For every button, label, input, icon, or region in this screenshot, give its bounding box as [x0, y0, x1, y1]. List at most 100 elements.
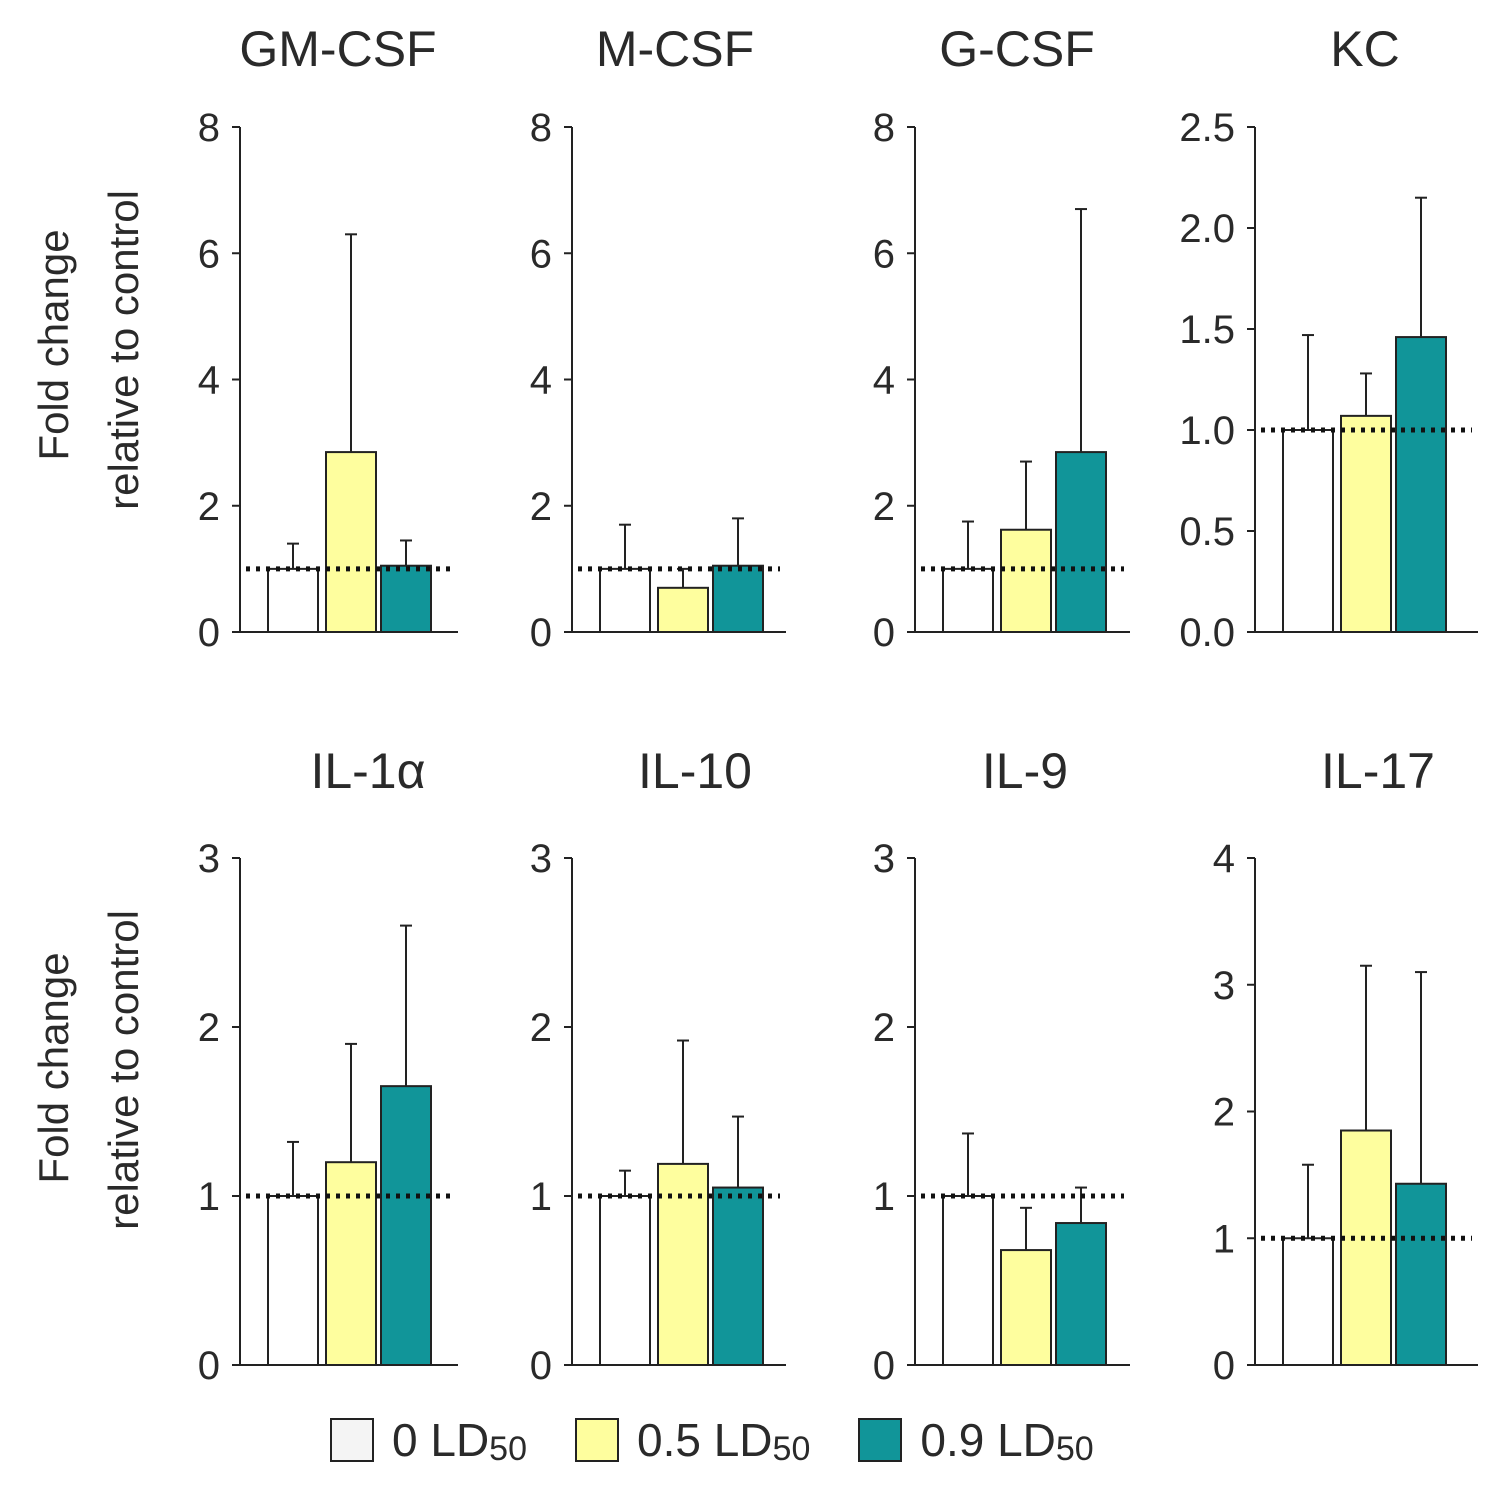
panel-kc: KC 0.0 0.5 1.0 1.5 2.0 2.5: [1179, 21, 1478, 655]
bar-il-10-0.9-ld50: [712, 1186, 764, 1367]
bar-il-17-0.9-ld50: [1395, 1182, 1447, 1367]
bar-kc-0.9-ld50: [1395, 336, 1447, 633]
y-tick-label: 2: [873, 1006, 895, 1050]
y-tick-label: 1: [198, 1175, 220, 1219]
y-axis-label-bottom-line1: Fold change: [30, 952, 77, 1183]
legend-label-0-ld50-sub: 50: [489, 1430, 527, 1468]
y-tick-label: 2: [873, 485, 895, 529]
legend: 0 LD50 0.5 LD50 0.9 LD50: [330, 1405, 1142, 1475]
bar-g-csf-0.5-ld50: [1000, 528, 1052, 633]
y-tick-label: 2: [530, 485, 552, 529]
legend-swatch-0.9-ld50: [858, 1418, 903, 1462]
y-tick-label: 1: [873, 1175, 895, 1219]
panel-title-g-csf: G-CSF: [939, 21, 1095, 77]
y-tick-label: 2.0: [1179, 207, 1235, 251]
panel-m-csf: M-CSF 0 2 4 6 8: [530, 21, 786, 655]
y-tick-label: 4: [873, 359, 895, 403]
y-tick-label: 0: [198, 1344, 220, 1388]
legend-label-0.9-ld50-main: 0.9 LD: [920, 1414, 1056, 1466]
panel-g-csf: G-CSF 0 2 4 6 8: [873, 21, 1130, 655]
panel-title-il-9: IL-9: [982, 743, 1068, 799]
y-tick-label: 2: [198, 1006, 220, 1050]
bar-il-9-0-ld50: [942, 1195, 994, 1366]
y-tick-label: 0: [873, 611, 895, 655]
y-tick-label: 2.5: [1179, 106, 1235, 150]
y-tick-label: 3: [1213, 964, 1235, 1008]
panel-title-kc: KC: [1330, 21, 1399, 77]
bar-m-csf-0.9-ld50: [712, 564, 764, 633]
bar-gm-csf-0.5-ld50: [325, 451, 377, 633]
y-tick-label: 6: [198, 232, 220, 276]
legend-swatch-0-ld50: [330, 1418, 374, 1462]
legend-label-0.5-ld50: 0.5 LD50: [637, 1413, 811, 1468]
legend-label-0-ld50-main: 0 LD: [392, 1414, 490, 1466]
panel-title-il-10: IL-10: [638, 743, 752, 799]
y-tick-label: 0: [1213, 1344, 1235, 1388]
bar-kc-0-ld50: [1282, 429, 1334, 633]
bar-il-1α-0-ld50: [267, 1195, 319, 1366]
chart-panels: GM-CSF 0 2 4 6 8 M-CSF 0 2 4 6 8 G-CSF 0 2 4 6 8 KC 0.0 0.5 1…: [198, 21, 1478, 1388]
y-tick-label: 1: [530, 1175, 552, 1219]
y-tick-label: 3: [873, 837, 895, 881]
y-tick-label: 4: [1213, 837, 1235, 881]
y-tick-label: 1.5: [1179, 308, 1235, 352]
y-tick-label: 1: [1213, 1217, 1235, 1261]
y-tick-label: 0: [873, 1344, 895, 1388]
legend-label-0.9-ld50: 0.9 LD50: [920, 1413, 1094, 1468]
y-tick-label: 8: [873, 106, 895, 150]
legend-item-0.9-ld50: 0.9 LD50: [858, 1413, 1094, 1468]
y-tick-label: 6: [530, 232, 552, 276]
panel-title-il-17: IL-17: [1321, 743, 1435, 799]
legend-item-0-ld50: 0 LD50: [330, 1413, 527, 1468]
y-tick-label: 3: [198, 837, 220, 881]
bar-kc-0.5-ld50: [1340, 414, 1392, 633]
panel-il-10: IL-10 0 1 2 3: [530, 743, 786, 1388]
legend-label-0.5-ld50-sub: 50: [772, 1430, 811, 1468]
legend-item-0.5-ld50: 0.5 LD50: [575, 1413, 811, 1468]
cytokine-bar-chart: Fold change relative to control Fold cha…: [30, 21, 1478, 1388]
legend-label-0.5-ld50-main: 0.5 LD: [637, 1414, 773, 1466]
y-tick-label: 0.0: [1179, 611, 1235, 655]
legend-label-0-ld50: 0 LD50: [392, 1413, 527, 1468]
y-tick-label: 2: [198, 485, 220, 529]
y-tick-label: 2: [530, 1006, 552, 1050]
panel-title-gm-csf: GM-CSF: [239, 21, 436, 77]
legend-swatch-0.5-ld50: [575, 1418, 619, 1462]
y-axis-label-top: Fold change relative to control: [30, 190, 147, 510]
y-tick-label: 8: [198, 106, 220, 150]
bar-il-17-0-ld50: [1282, 1237, 1334, 1366]
y-axis-label-top-line1: Fold change: [30, 229, 77, 460]
y-tick-label: 3: [530, 837, 552, 881]
y-axis-label-bottom: Fold change relative to control: [30, 910, 147, 1230]
panel-il-9: IL-9 0 1 2 3: [873, 743, 1130, 1388]
panel-il-1α: IL-1α 0 1 2 3: [198, 743, 458, 1388]
bar-il-17-0.5-ld50: [1340, 1129, 1392, 1366]
bar-gm-csf-0-ld50: [267, 567, 319, 633]
y-tick-label: 0.5: [1179, 510, 1235, 554]
y-tick-label: 0: [530, 611, 552, 655]
y-tick-label: 4: [198, 359, 220, 403]
bar-m-csf-0-ld50: [599, 567, 651, 633]
y-tick-label: 4: [530, 359, 552, 403]
bar-il-9-0.9-ld50: [1055, 1222, 1107, 1367]
bar-gm-csf-0.9-ld50: [380, 564, 432, 633]
y-tick-label: 0: [198, 611, 220, 655]
bar-m-csf-0.5-ld50: [657, 586, 709, 633]
panel-title-m-csf: M-CSF: [596, 21, 754, 77]
panel-il-17: IL-17 0 1 2 3 4: [1213, 743, 1478, 1388]
y-axis-label-bottom-line2: relative to control: [100, 910, 147, 1230]
bar-g-csf-0.9-ld50: [1055, 451, 1107, 633]
y-tick-label: 2: [1213, 1091, 1235, 1135]
y-tick-label: 8: [530, 106, 552, 150]
panel-title-il-1α: IL-1α: [310, 743, 425, 799]
y-tick-label: 6: [873, 232, 895, 276]
bar-il-9-0.5-ld50: [1000, 1249, 1052, 1366]
legend-label-0.9-ld50-sub: 50: [1055, 1430, 1094, 1468]
bar-il-1α-0.9-ld50: [380, 1085, 432, 1367]
y-axis-label-top-line2: relative to control: [100, 190, 147, 510]
bar-g-csf-0-ld50: [942, 567, 994, 633]
bar-il-10-0-ld50: [599, 1195, 651, 1366]
bar-il-1α-0.5-ld50: [325, 1161, 377, 1366]
y-tick-label: 0: [530, 1344, 552, 1388]
panel-gm-csf: GM-CSF 0 2 4 6 8: [198, 21, 458, 655]
